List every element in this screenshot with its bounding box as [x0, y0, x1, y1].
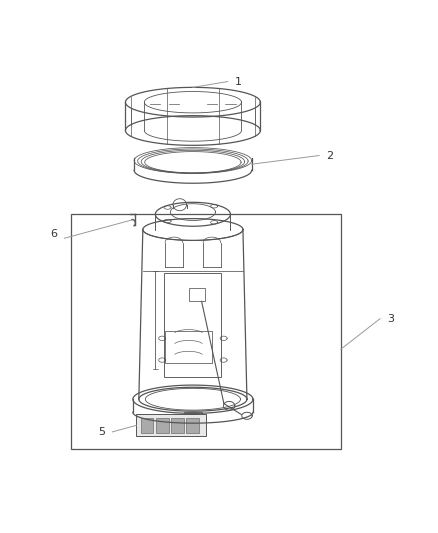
Bar	[164, 273, 222, 377]
Text: 2: 2	[326, 150, 334, 160]
Text: 3: 3	[388, 314, 394, 324]
Bar	[186, 418, 199, 433]
Text: 6: 6	[50, 229, 57, 239]
Bar	[71, 214, 341, 449]
Text: 1: 1	[235, 77, 242, 86]
Bar	[141, 418, 153, 433]
Bar	[171, 418, 184, 433]
Bar	[156, 418, 169, 433]
Text: 5: 5	[98, 427, 105, 437]
Bar	[165, 330, 212, 364]
Bar	[189, 288, 205, 301]
Bar	[136, 415, 206, 436]
Bar	[184, 413, 201, 420]
